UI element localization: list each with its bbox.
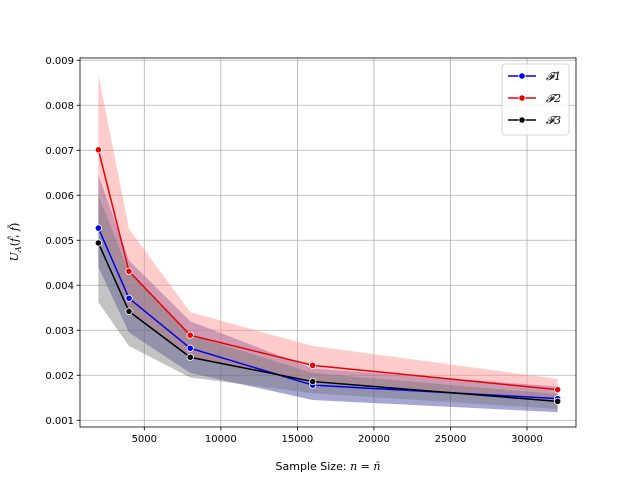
- series-point-1: [186, 344, 194, 352]
- x-tick-label: 5000: [132, 434, 157, 445]
- y-tick-label: 0.005: [45, 236, 74, 247]
- legend-box: [501, 63, 570, 136]
- legend-marker-1: [518, 72, 526, 80]
- y-tick-label: 0.001: [45, 416, 74, 427]
- series-point-2: [125, 267, 133, 275]
- x-tick-label: 25000: [435, 434, 467, 445]
- series-point-1: [125, 294, 133, 302]
- series-point-2: [554, 386, 562, 394]
- x-tick-label: 10000: [205, 434, 237, 445]
- legend: 𝓕1 𝓕2 𝓕3: [501, 63, 570, 136]
- y-tick-label: 0.007: [45, 146, 74, 157]
- series-point-2: [309, 361, 317, 369]
- axis-ticks: 5000 10000 15000 20000 25000 30000 0.001 0.002 0…: [45, 56, 543, 445]
- y-tick-label: 0.006: [45, 191, 74, 202]
- legend-marker-2: [518, 94, 526, 102]
- x-tick-label: 30000: [511, 434, 543, 445]
- series-points: [94, 146, 562, 405]
- series-band-2: [98, 74, 558, 401]
- legend-label-3: 𝓕3: [546, 114, 561, 127]
- series-point-2: [94, 146, 102, 154]
- x-axis-label: Sample Size: n = ñ: [276, 460, 381, 473]
- y-tick-label: 0.002: [45, 371, 74, 382]
- series-point-3: [309, 377, 317, 386]
- x-tick-label: 20000: [358, 434, 390, 445]
- series-band-1: [98, 175, 558, 413]
- plot-frame: [79, 57, 577, 428]
- series-point-3: [94, 239, 102, 247]
- series-point-3: [186, 353, 194, 361]
- series-point-3: [554, 397, 562, 405]
- y-axis-label: UA(f̂, f̃): [8, 223, 23, 262]
- y-tick-label: 0.009: [45, 56, 74, 67]
- plot-area: [80, 58, 576, 427]
- legend-marker-3: [518, 116, 526, 124]
- series-point-1: [94, 224, 102, 232]
- y-tick-label: 0.008: [45, 101, 74, 112]
- legend-label-2: 𝓕2: [546, 92, 561, 105]
- legend-label-1: 𝓕1: [546, 70, 561, 83]
- series-point-2: [186, 331, 194, 339]
- series-point-3: [125, 307, 133, 315]
- y-tick-label: 0.004: [45, 281, 74, 292]
- y-tick-label: 0.003: [45, 326, 74, 337]
- x-tick-label: 15000: [281, 434, 313, 445]
